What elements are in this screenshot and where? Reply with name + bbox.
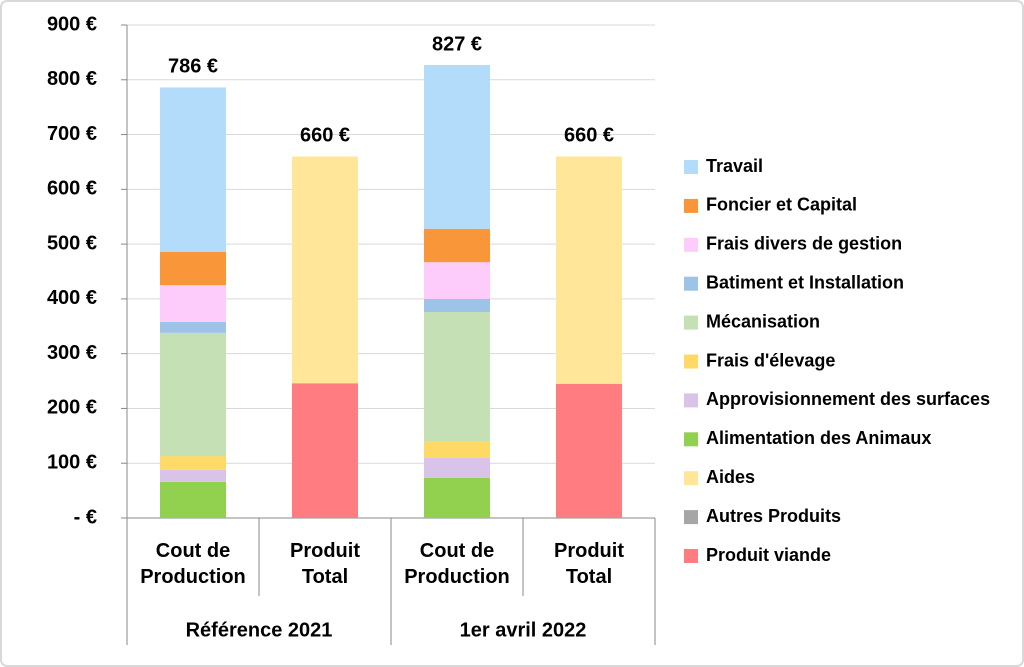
bar-segment bbox=[424, 64, 490, 229]
legend-label: Frais divers de gestion bbox=[706, 234, 902, 254]
bar-segment bbox=[160, 251, 226, 286]
group-label: 1er avril 2022 bbox=[460, 619, 587, 641]
total-label: 786 € bbox=[168, 56, 218, 78]
bar-segment bbox=[424, 298, 490, 313]
legend-swatch bbox=[684, 160, 698, 174]
legend-swatch bbox=[684, 432, 698, 447]
x-tick-label: Cout de Production bbox=[140, 540, 246, 588]
legend-label: Produit viande bbox=[706, 545, 831, 565]
legend-swatch bbox=[684, 237, 698, 252]
y-tick-label: 800 € bbox=[47, 68, 97, 90]
bar-segment bbox=[424, 478, 490, 518]
bar-segment bbox=[160, 481, 226, 518]
bar-segment bbox=[556, 383, 622, 518]
bar-segment bbox=[160, 321, 226, 333]
legend-swatch bbox=[684, 354, 698, 369]
legend-label: Frais d'élevage bbox=[706, 350, 835, 370]
bar-segment bbox=[556, 156, 622, 384]
legend-swatch bbox=[684, 276, 698, 291]
bar-segment bbox=[424, 228, 490, 263]
legend-swatch bbox=[684, 471, 698, 486]
legend-label: Aides bbox=[706, 467, 755, 487]
total-label: 660 € bbox=[300, 125, 350, 147]
bar-segment bbox=[160, 469, 226, 482]
bar-segment bbox=[424, 262, 490, 299]
y-tick-label: 500 € bbox=[47, 232, 97, 254]
legend-label: Approvisionnement des surfaces bbox=[706, 389, 990, 409]
legend-swatch bbox=[684, 393, 698, 408]
x-tick-label: Produit Total bbox=[290, 540, 360, 588]
y-tick-label: 100 € bbox=[47, 452, 97, 474]
y-tick-label: 900 € bbox=[47, 13, 97, 35]
legend-swatch bbox=[684, 315, 698, 330]
y-tick-label: 400 € bbox=[47, 287, 97, 309]
bar-segment bbox=[160, 456, 226, 470]
y-tick-label: - € bbox=[74, 506, 97, 528]
legend-swatch bbox=[684, 198, 698, 213]
y-tick-label: 700 € bbox=[47, 123, 97, 145]
legend-label: Mécanisation bbox=[706, 311, 820, 331]
y-tick-label: 300 € bbox=[47, 342, 97, 364]
bar-segment bbox=[424, 441, 490, 458]
legend-label: Foncier et Capital bbox=[706, 195, 857, 215]
bar-segment bbox=[292, 156, 358, 384]
bar-segment bbox=[160, 332, 226, 457]
bar-segment bbox=[424, 312, 490, 442]
y-tick-label: 200 € bbox=[47, 397, 97, 419]
bar-segment bbox=[160, 285, 226, 322]
legend-label: Alimentation des Animaux bbox=[706, 428, 931, 448]
legend-swatch bbox=[684, 510, 698, 525]
y-tick-label: 600 € bbox=[47, 178, 97, 200]
legend-label: Batiment et Installation bbox=[706, 272, 904, 292]
x-tick-label: Produit Total bbox=[554, 540, 624, 588]
legend-label: Autres Produits bbox=[706, 506, 841, 526]
bar-segment bbox=[160, 87, 226, 252]
total-label: 827 € bbox=[432, 33, 482, 55]
x-tick-label: Cout de Production bbox=[404, 540, 510, 588]
bar-segment bbox=[292, 383, 358, 518]
legend-swatch bbox=[684, 549, 698, 563]
group-label: Référence 2021 bbox=[186, 619, 333, 641]
legend-label: Travail bbox=[706, 156, 763, 176]
bar-segment bbox=[424, 457, 490, 479]
total-label: 660 € bbox=[564, 125, 614, 147]
